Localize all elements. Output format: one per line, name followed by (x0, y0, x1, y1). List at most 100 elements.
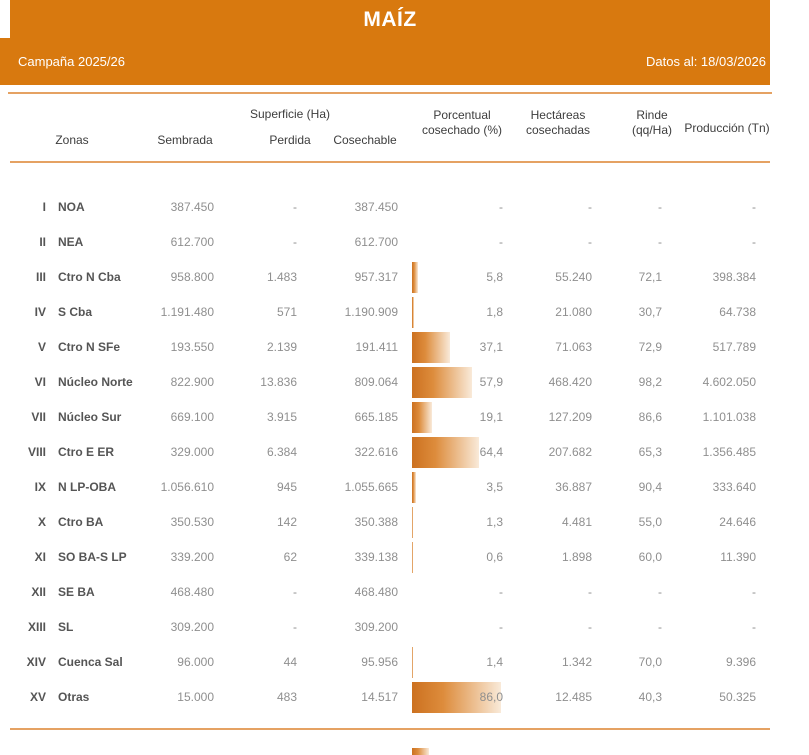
hectareas-cell: 12.485 (555, 690, 592, 704)
perdida-cell: 571 (276, 305, 297, 319)
table-row: XV Otras 15.000 483 14.517 86,0 12.485 40,3 50.3… (0, 680, 809, 715)
zone-name-cell: Ctro N SFe (58, 340, 121, 354)
harvest-progress-bar (412, 682, 501, 713)
cosechable-cell: 1.190.909 (344, 305, 398, 319)
perdida-cell: 3.915 (266, 410, 297, 424)
table-row: XIV Cuenca Sal 96.000 44 95.956 1,4 1.342 70,0 9… (0, 645, 809, 680)
hectareas-cell: 36.887 (555, 480, 592, 494)
rinde-cell: 70,0 (638, 655, 662, 669)
harvest-progress-bar (412, 332, 450, 363)
data-date-label: Datos al: 18/03/2026 (646, 54, 766, 69)
sembrada-cell: 339.200 (170, 550, 214, 564)
sembrada-cell: 329.000 (170, 445, 214, 459)
produccion-cell: - (752, 235, 756, 249)
porcentual-cell: - (499, 200, 503, 214)
porcentual-cell: 1,8 (486, 305, 503, 319)
cosechable-cell: 309.200 (354, 620, 398, 634)
zone-name-cell: Otras (58, 690, 90, 704)
produccion-cell: - (752, 585, 756, 599)
porcentual-cell: 86,0 (479, 690, 503, 704)
zone-name-cell: Ctro E ER (58, 445, 115, 459)
produccion-cell: 50.325 (719, 690, 756, 704)
porcentual-cell: - (499, 620, 503, 634)
zone-name-cell: NOA (58, 200, 85, 214)
table-row: VII Núcleo Sur 669.100 3.915 665.185 19,1 127.… (0, 400, 809, 435)
zone-number-cell: I (42, 200, 46, 214)
perdida-cell: 13.836 (260, 375, 297, 389)
sembrada-cell: 612.700 (170, 235, 214, 249)
porcentual-cell: - (499, 235, 503, 249)
porcentual-cell: 3,5 (486, 480, 503, 494)
hectareas-cell: 4.481 (561, 515, 592, 529)
cosechable-cell: 468.480 (354, 585, 398, 599)
perdida-cell: 2.139 (266, 340, 297, 354)
zone-number-cell: III (35, 270, 46, 284)
zone-name-cell: N LP-OBA (58, 480, 116, 494)
rinde-cell: 55,0 (638, 515, 662, 529)
harvest-progress-bar (412, 367, 472, 398)
rinde-cell: - (658, 235, 662, 249)
sembrada-cell: 309.200 (170, 620, 214, 634)
cosechable-cell: 809.064 (354, 375, 398, 389)
bottom-rule (10, 728, 770, 730)
produccion-cell: 4.602.050 (702, 375, 756, 389)
produccion-cell: 1.356.485 (702, 445, 756, 459)
harvest-progress-bar (412, 437, 479, 468)
hectareas-cell: 468.420 (548, 375, 592, 389)
produccion-cell: - (752, 620, 756, 634)
hectareas-cell: - (588, 235, 592, 249)
rinde-cell: 65,3 (638, 445, 662, 459)
rinde-cell: 98,2 (638, 375, 662, 389)
hectareas-cell: 71.063 (555, 340, 592, 354)
sembrada-cell: 822.900 (170, 375, 214, 389)
zone-number-cell: XV (29, 690, 46, 704)
hectareas-cell: - (588, 585, 592, 599)
rinde-cell: 90,4 (638, 480, 662, 494)
produccion-cell: 11.390 (720, 550, 756, 564)
hectareas-cell: - (588, 200, 592, 214)
zone-name-cell: SO BA-S LP (58, 550, 127, 564)
harvest-progress-bar (412, 472, 416, 503)
zone-number-cell: IX (34, 480, 46, 494)
zone-number-cell: XII (31, 585, 46, 599)
hectareas-cell: 55.240 (555, 270, 592, 284)
porcentual-cell: 19,1 (479, 410, 503, 424)
rinde-cell: - (658, 620, 662, 634)
hectareas-cell: - (588, 620, 592, 634)
sembrada-cell: 387.450 (170, 200, 214, 214)
table-row: III Ctro N Cba 958.800 1.483 957.317 5,8 55.24… (0, 260, 809, 295)
perdida-cell: 1.483 (266, 270, 297, 284)
column-header-perdida: Perdida (269, 133, 311, 147)
rinde-cell: - (658, 200, 662, 214)
cosechable-cell: 322.616 (354, 445, 398, 459)
bottom-bar-fragment (412, 748, 429, 755)
campaign-label: Campaña 2025/26 (18, 54, 125, 69)
sembrada-cell: 193.550 (170, 340, 214, 354)
perdida-cell: 945 (276, 480, 297, 494)
produccion-cell: - (752, 200, 756, 214)
column-header-rinde-line2: (qq/Ha) (631, 123, 672, 137)
zone-name-cell: Ctro N Cba (58, 270, 121, 284)
table-row: XI SO BA-S LP 339.200 62 339.138 0,6 1.898 60,0… (0, 540, 809, 575)
zone-number-cell: VIII (27, 445, 46, 459)
rinde-cell: 30,7 (638, 305, 662, 319)
zone-number-cell: IV (34, 305, 46, 319)
produccion-cell: 398.384 (712, 270, 756, 284)
zone-number-cell: XIV (26, 655, 46, 669)
cosechable-cell: 957.317 (354, 270, 398, 284)
zone-number-cell: VII (31, 410, 46, 424)
porcentual-cell: 37,1 (479, 340, 503, 354)
table-row: XII SE BA 468.480 - 468.480 - - - - (0, 575, 809, 610)
perdida-cell: 6.384 (266, 445, 297, 459)
sembrada-cell: 1.056.610 (160, 480, 214, 494)
perdida-cell: 44 (283, 655, 297, 669)
rinde-cell: 72,9 (638, 340, 662, 354)
perdida-cell: - (293, 235, 297, 249)
hectareas-cell: 127.209 (548, 410, 592, 424)
cosechable-cell: 191.411 (355, 340, 399, 354)
produccion-cell: 24.646 (719, 515, 756, 529)
cosechable-cell: 665.185 (354, 410, 398, 424)
zone-number-cell: V (37, 340, 46, 354)
hectareas-cell: 21.080 (555, 305, 592, 319)
